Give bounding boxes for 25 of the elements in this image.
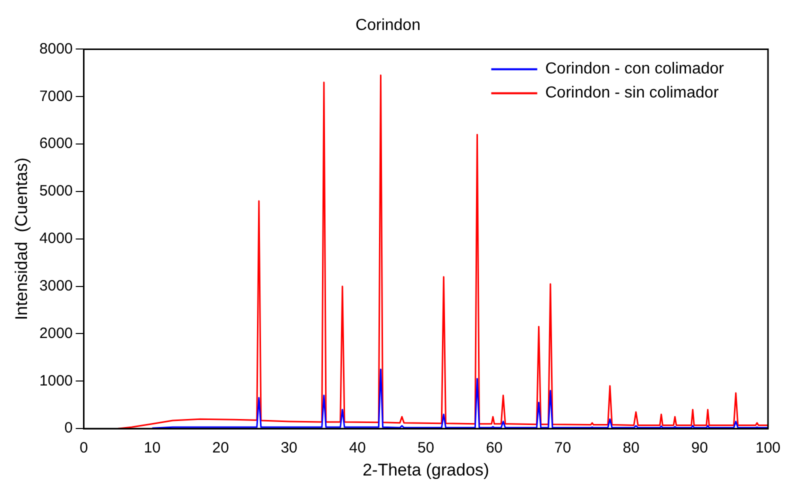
x-tick-label: 0 — [80, 440, 88, 457]
y-tick-label: 5000 — [39, 182, 73, 200]
legend-label: Corindon - con colimador — [545, 60, 725, 78]
x-tick-label: 100 — [755, 440, 781, 457]
x-axis-title: 2-Theta (grados) — [362, 460, 490, 480]
x-tick-label: 10 — [144, 440, 161, 457]
x-tick-label: 90 — [691, 440, 708, 457]
y-tick-label: 8000 — [39, 40, 73, 58]
x-tick-label: 50 — [418, 440, 434, 457]
legend-label: Corindon - sin colimador — [545, 84, 720, 102]
x-tick-label: 60 — [486, 440, 503, 457]
y-tick-label: 3000 — [39, 277, 73, 294]
x-tick-label: 20 — [212, 440, 229, 457]
x-tick-label: 40 — [349, 440, 366, 457]
x-tick-label: 80 — [622, 440, 640, 457]
y-tick-label: 1000 — [39, 372, 73, 390]
y-tick-label: 2000 — [39, 324, 73, 342]
y-axis-title: Intensidad (Cuentas) — [12, 158, 31, 320]
y-tick-label: 0 — [64, 420, 73, 437]
y-tick-label: 4000 — [39, 230, 73, 248]
x-tick-label: 30 — [280, 440, 298, 457]
chart-title: Corindon — [356, 17, 420, 34]
y-tick-label: 6000 — [39, 135, 73, 152]
x-tick-label: 70 — [554, 440, 572, 457]
y-tick-label: 7000 — [39, 88, 73, 105]
